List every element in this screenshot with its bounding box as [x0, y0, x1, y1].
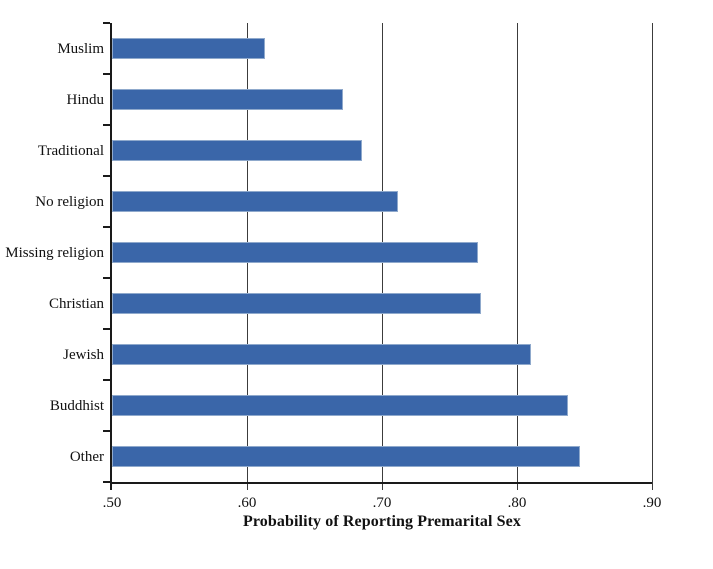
bar-missing-religion: [112, 242, 478, 263]
category-label-christian: Christian: [49, 295, 104, 312]
category-label-buddhist: Buddhist: [49, 397, 104, 414]
bar-hindu: [112, 89, 343, 110]
bar-traditional: [112, 140, 362, 161]
bar-muslim: [112, 38, 265, 59]
x-axis-title: Probability of Reporting Premarital Sex: [243, 513, 521, 530]
bar-jewish: [112, 344, 531, 365]
y-axis-tick: [103, 379, 110, 381]
category-label-muslim: Muslim: [57, 40, 104, 57]
category-label-hindu: Hindu: [66, 91, 105, 108]
y-axis-tick: [103, 124, 110, 126]
y-axis-tick: [103, 430, 110, 432]
category-label-jewish: Jewish: [63, 346, 104, 363]
x-tick-label-70: .70: [372, 495, 392, 511]
y-axis-tick: [103, 22, 110, 24]
category-label-other: Other: [69, 448, 104, 465]
x-axis-line: [110, 482, 652, 484]
category-label-no-religion: No religion: [35, 193, 104, 210]
x-tick-label-60: .60: [237, 495, 257, 511]
x-tick-label-90: .90: [642, 495, 662, 511]
category-label-missing-religion: Missing religion: [5, 244, 104, 261]
y-axis-tick: [103, 277, 110, 279]
bar-buddhist: [112, 395, 569, 416]
y-axis-line: [110, 23, 112, 490]
y-axis-tick: [103, 175, 110, 177]
y-axis-tick: [103, 481, 110, 483]
x-tick-label-80: .80: [507, 495, 527, 511]
bar-no-religion: [112, 191, 399, 212]
y-axis-tick: [103, 328, 110, 330]
gridline-80: [517, 23, 518, 490]
y-axis-tick: [103, 226, 110, 228]
bar-other: [112, 446, 581, 467]
bar-christian: [112, 293, 481, 314]
x-tick-label-50: .50: [102, 495, 122, 511]
gridline-90: [652, 23, 653, 490]
category-label-traditional: Traditional: [37, 142, 104, 159]
y-axis-tick: [103, 73, 110, 75]
